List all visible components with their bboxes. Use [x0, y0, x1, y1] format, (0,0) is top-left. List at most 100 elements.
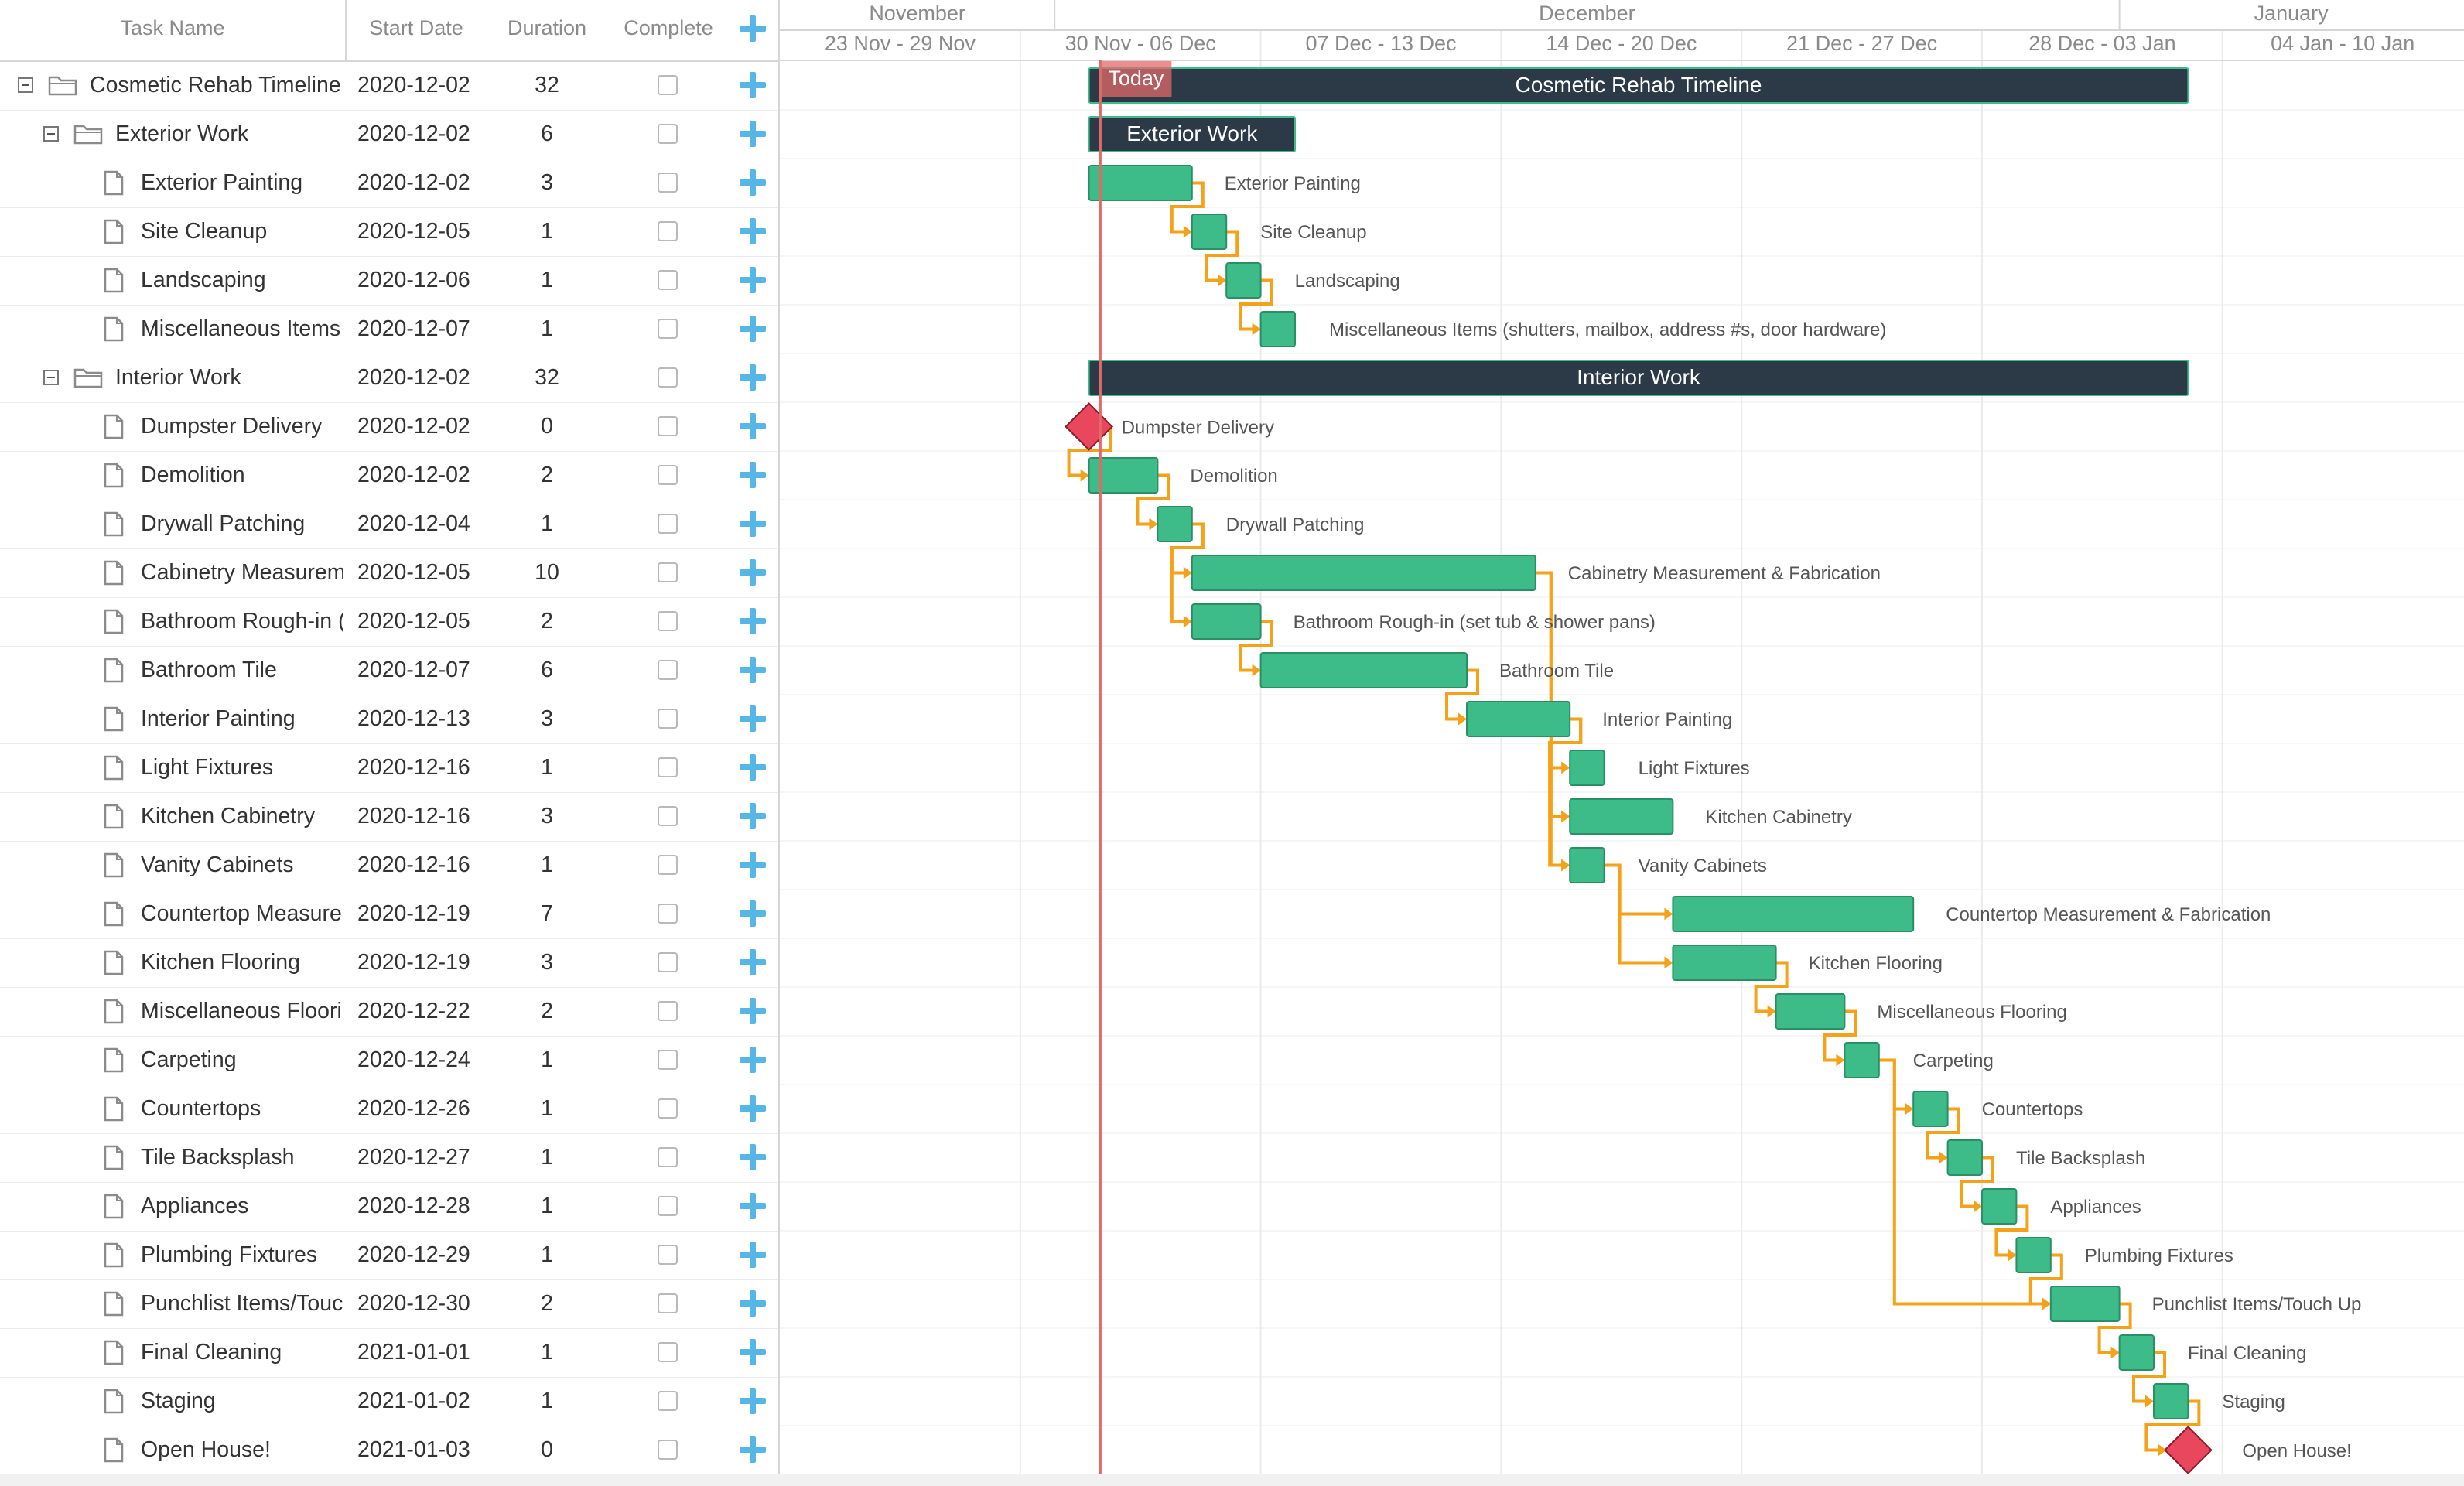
task-bar[interactable] — [1088, 165, 1193, 201]
dependency-link[interactable] — [1960, 1156, 1994, 1208]
table-row[interactable]: Appliances 2020-12-28 1 — [0, 1182, 778, 1232]
dependency-link[interactable] — [1205, 230, 1239, 282]
table-row[interactable]: Bathroom Rough-in (2020-12-05 2 — [0, 597, 778, 647]
add-subtask-plus-icon[interactable] — [740, 1144, 766, 1170]
add-subtask-plus-icon[interactable] — [740, 1047, 766, 1073]
complete-checkbox[interactable] — [658, 1293, 678, 1313]
add-subtask-plus-icon[interactable] — [740, 1095, 766, 1122]
table-row[interactable]: Interior Painting 2020-12-13 3 — [0, 695, 778, 744]
add-subtask-plus-icon[interactable] — [740, 72, 766, 98]
table-row[interactable]: Interior Work 2020-12-02 32 — [0, 354, 778, 403]
column-header-duration[interactable]: Duration — [507, 16, 587, 39]
table-row[interactable]: Carpeting 2020-12-24 1 — [0, 1036, 778, 1085]
task-bar[interactable] — [1844, 1042, 1880, 1078]
table-row[interactable]: Punchlist Items/Touc 2020-12-30 2 — [0, 1279, 778, 1329]
task-name[interactable]: Tile Backsplash — [141, 1145, 295, 1170]
collapse-minus-icon[interactable] — [43, 370, 59, 385]
task-name[interactable]: Countertops — [141, 1096, 261, 1121]
task-bar[interactable] — [1672, 896, 1915, 932]
add-subtask-plus-icon[interactable] — [740, 657, 766, 683]
complete-checkbox[interactable] — [658, 319, 678, 339]
complete-checkbox[interactable] — [658, 1050, 678, 1070]
column-header-start-date[interactable]: Start Date — [369, 16, 463, 39]
table-row[interactable]: Kitchen Flooring 2020-12-19 3 — [0, 938, 778, 988]
dependency-link[interactable] — [1754, 961, 1789, 1013]
task-name[interactable]: Interior Work — [115, 365, 241, 390]
complete-checkbox[interactable] — [658, 75, 678, 95]
dependency-link[interactable] — [2144, 1399, 2201, 1452]
table-row[interactable]: Landscaping 2020-12-06 1 — [0, 256, 778, 306]
task-name[interactable]: Exterior Work — [115, 121, 249, 146]
complete-checkbox[interactable] — [658, 367, 678, 388]
task-bar[interactable] — [1157, 506, 1193, 542]
task-bar[interactable] — [1191, 214, 1228, 250]
task-bar[interactable] — [1569, 847, 1605, 883]
add-subtask-plus-icon[interactable] — [740, 852, 766, 878]
task-bar[interactable] — [2153, 1383, 2189, 1419]
complete-checkbox[interactable] — [658, 221, 678, 241]
add-subtask-plus-icon[interactable] — [740, 949, 766, 975]
add-subtask-plus-icon[interactable] — [740, 900, 766, 927]
complete-checkbox[interactable] — [658, 806, 678, 826]
complete-checkbox[interactable] — [658, 757, 678, 777]
task-name[interactable]: Staging — [141, 1389, 216, 1413]
complete-checkbox[interactable] — [658, 1440, 678, 1460]
complete-checkbox[interactable] — [658, 1342, 678, 1362]
task-name[interactable]: Cosmetic Rehab Timeline — [90, 73, 341, 97]
summary-bar[interactable] — [1088, 67, 2189, 104]
add-subtask-plus-icon[interactable] — [740, 121, 766, 147]
add-subtask-plus-icon[interactable] — [740, 413, 766, 439]
dependency-link[interactable] — [1170, 522, 1205, 623]
add-subtask-plus-icon[interactable] — [740, 364, 766, 391]
collapse-minus-icon[interactable] — [43, 126, 59, 142]
table-row[interactable]: Dumpster Delivery 2020-12-02 0 — [0, 402, 778, 452]
task-bar[interactable] — [1569, 798, 1674, 835]
table-row[interactable]: Cabinetry Measurem 2020-12-05 10 — [0, 548, 778, 598]
table-row[interactable]: Miscellaneous Items 2020-12-07 1 — [0, 305, 778, 354]
dependency-link[interactable] — [1926, 1107, 1960, 1160]
add-subtask-plus-icon[interactable] — [740, 267, 766, 293]
complete-checkbox[interactable] — [658, 660, 678, 680]
task-bar[interactable] — [1466, 701, 1571, 737]
add-subtask-plus-icon[interactable] — [740, 559, 766, 586]
task-name[interactable]: Light Fixtures — [141, 755, 274, 780]
task-bar[interactable] — [2015, 1237, 2052, 1273]
complete-checkbox[interactable] — [658, 1391, 678, 1411]
table-row[interactable]: Miscellaneous Floori 2020-12-22 2 — [0, 987, 778, 1037]
add-subtask-plus-icon[interactable] — [740, 1436, 766, 1463]
task-name[interactable]: Kitchen Flooring — [141, 950, 300, 975]
summary-bar[interactable] — [1088, 360, 2189, 396]
table-row[interactable]: Light Fixtures 2020-12-16 1 — [0, 743, 778, 793]
complete-checkbox[interactable] — [658, 1001, 678, 1021]
task-name[interactable]: Interior Painting — [141, 706, 296, 731]
add-subtask-plus-icon[interactable] — [740, 705, 766, 732]
task-bar[interactable] — [1981, 1188, 2018, 1225]
task-bar[interactable] — [1912, 1091, 1949, 1127]
dependency-link[interactable] — [1604, 863, 1667, 965]
task-name[interactable]: Countertop Measure — [141, 901, 342, 926]
add-subtask-plus-icon[interactable] — [740, 1242, 766, 1268]
task-name[interactable]: Final Cleaning — [141, 1340, 282, 1365]
add-subtask-plus-icon[interactable] — [740, 316, 766, 342]
table-row[interactable]: Countertops 2020-12-26 1 — [0, 1085, 778, 1134]
add-subtask-plus-icon[interactable] — [740, 608, 766, 634]
complete-checkbox[interactable] — [658, 855, 678, 875]
task-bar[interactable] — [1259, 652, 1468, 688]
complete-checkbox[interactable] — [658, 173, 678, 193]
table-row[interactable]: Countertop Measure 2020-12-19 7 — [0, 890, 778, 939]
task-name[interactable]: Vanity Cabinets — [141, 852, 294, 877]
task-name[interactable]: Landscaping — [141, 268, 266, 292]
dependency-link[interactable] — [1823, 1009, 1857, 1062]
table-row[interactable]: Open House! 2021-01-03 0 — [0, 1426, 778, 1475]
task-name[interactable]: Site Cleanup — [141, 219, 268, 244]
milestone-diamond[interactable] — [2163, 1426, 2213, 1474]
table-row[interactable]: Exterior Work 2020-12-02 6 — [0, 110, 778, 159]
table-row[interactable]: Vanity Cabinets 2020-12-16 1 — [0, 841, 778, 890]
complete-checkbox[interactable] — [658, 1147, 678, 1167]
complete-checkbox[interactable] — [658, 416, 678, 436]
task-name[interactable]: Kitchen Cabinetry — [141, 804, 315, 828]
dependency-link[interactable] — [1136, 473, 1170, 526]
complete-checkbox[interactable] — [658, 904, 678, 924]
task-name[interactable]: Cabinetry Measurem — [141, 560, 343, 585]
add-subtask-plus-icon[interactable] — [740, 754, 766, 781]
